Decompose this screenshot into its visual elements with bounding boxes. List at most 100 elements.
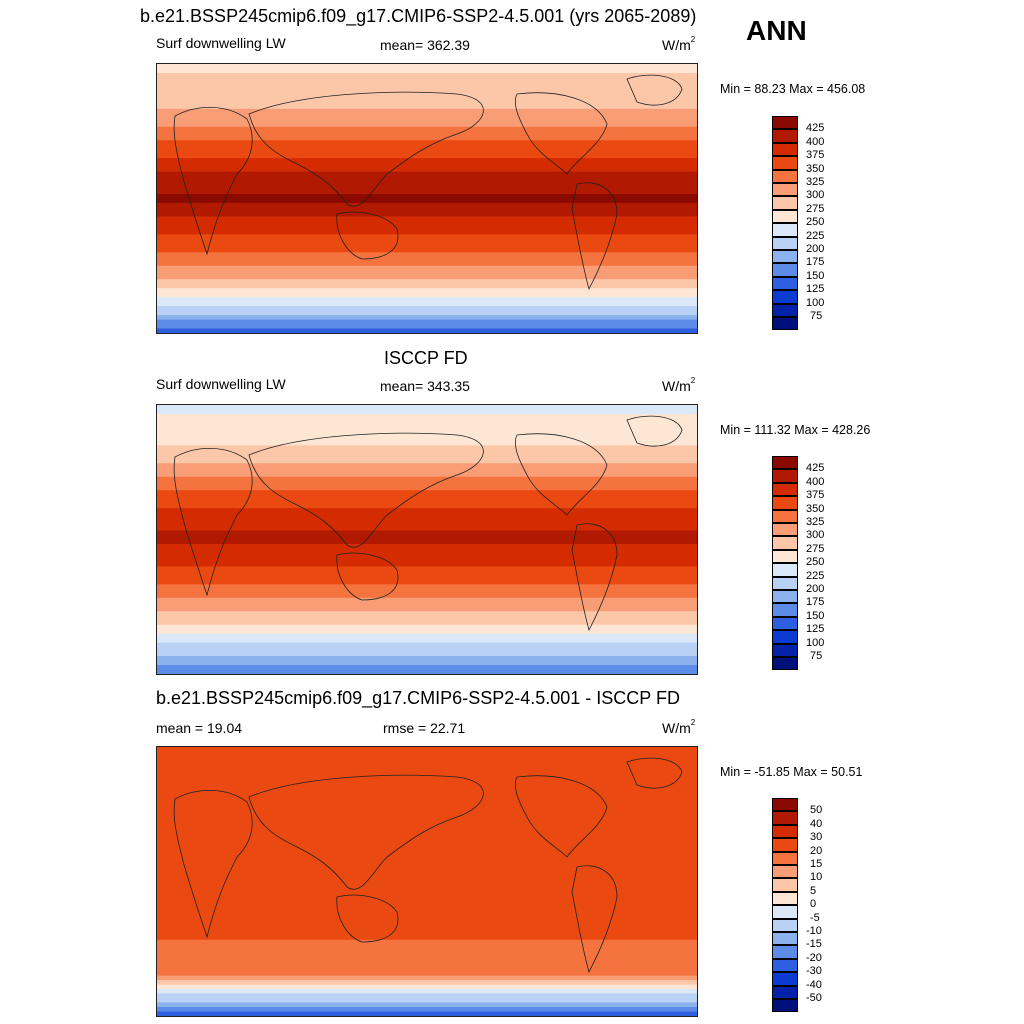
panel1-map <box>156 63 698 334</box>
latitude-band <box>157 229 697 235</box>
latitude-band <box>157 805 697 811</box>
latitude-band <box>157 602 697 608</box>
latitude-band <box>157 814 697 820</box>
latitude-band <box>157 948 697 954</box>
colorbar-box <box>772 630 798 644</box>
coastline <box>571 523 618 632</box>
latitude-band <box>157 557 697 563</box>
colorbar-box <box>772 945 798 959</box>
latitude-band <box>157 225 697 231</box>
colorbar-box <box>772 169 798 183</box>
panel3-mean-label: mean = 19.04 <box>156 720 243 736</box>
latitude-band <box>157 77 697 83</box>
latitude-band <box>157 903 697 909</box>
latitude-band <box>157 1007 697 1013</box>
latitude-band <box>157 908 697 914</box>
panel3-units: W/m2 <box>662 718 696 736</box>
latitude-band <box>157 877 697 883</box>
colorbar-tick-label: 400 <box>806 135 825 148</box>
colorbar-box <box>772 129 798 143</box>
latitude-band <box>157 81 697 88</box>
latitude-band <box>157 162 697 168</box>
latitude-band <box>157 606 697 612</box>
colorbar-box <box>772 999 798 1013</box>
latitude-band <box>157 751 697 757</box>
latitude-band <box>157 624 697 630</box>
colorbar-tick-label: 100 <box>806 636 825 649</box>
latitude-band <box>157 872 697 878</box>
latitude-band <box>157 845 697 851</box>
latitude-band <box>157 530 697 536</box>
latitude-band <box>157 859 697 865</box>
colorbar-tick-label: 0 <box>810 898 817 911</box>
latitude-band <box>157 243 697 249</box>
colorbar-tick-label: -30 <box>806 965 822 978</box>
latitude-band <box>157 966 697 972</box>
latitude-band <box>157 535 697 541</box>
latitude-band <box>157 980 697 986</box>
panel1-colorbar <box>772 116 798 331</box>
latitude-band <box>157 1011 697 1016</box>
colorbar-tick-label: -10 <box>806 925 822 937</box>
colorbar-tick-label: 10 <box>810 871 823 884</box>
latitude-band <box>157 975 697 981</box>
latitude-band <box>157 890 697 896</box>
colorbar-box <box>772 290 798 304</box>
latitude-band <box>157 935 697 941</box>
latitude-band <box>157 836 697 842</box>
colorbar-tick-label: -50 <box>806 992 822 1004</box>
latitude-band <box>157 472 697 478</box>
latitude-band <box>157 984 697 990</box>
latitude-band <box>157 841 697 847</box>
latitude-band <box>157 755 697 762</box>
latitude-band <box>157 413 697 420</box>
latitude-band <box>157 791 697 797</box>
colorbar-box <box>772 482 798 497</box>
colorbar-tick-label: 350 <box>806 502 825 515</box>
latitude-band <box>157 207 697 213</box>
latitude-band <box>157 998 697 1004</box>
coastline <box>626 757 683 789</box>
latitude-band <box>157 431 697 437</box>
main-title: b.e21.BSSP245cmip6.f09_g17.CMIP6-SSP2-4.… <box>140 6 697 26</box>
latitude-band <box>157 198 697 204</box>
colorbar-box <box>772 317 798 331</box>
latitude-band <box>157 454 697 460</box>
latitude-band <box>157 211 697 218</box>
latitude-band <box>157 818 697 824</box>
latitude-band <box>157 787 697 793</box>
colorbar-tick-label: 30 <box>810 831 823 844</box>
colorbar-tick-label: 375 <box>806 489 825 502</box>
latitude-band <box>157 660 697 666</box>
colorbar-tick-label: 425 <box>806 122 825 135</box>
latitude-band <box>157 651 697 657</box>
latitude-band <box>157 850 697 856</box>
latitude-band <box>157 584 697 590</box>
colorbar-box <box>772 142 798 157</box>
latitude-band <box>157 809 697 815</box>
colorbar-box <box>772 590 798 604</box>
panel2-min-max: Min = 111.32 Max = 428.26 <box>720 423 871 437</box>
latitude-band <box>157 823 697 829</box>
latitude-band <box>157 593 697 599</box>
panel1-min-max: Min = 88.23 Max = 456.08 <box>720 82 866 96</box>
latitude-band <box>157 503 697 509</box>
latitude-band <box>157 176 697 182</box>
latitude-band <box>157 256 697 262</box>
colorbar-tick-label: 75 <box>810 650 823 662</box>
latitude-band <box>157 270 697 276</box>
colorbar-box <box>772 116 798 130</box>
panel3-min-max: Min = -51.85 Max = 50.51 <box>720 765 863 779</box>
latitude-band <box>157 930 697 936</box>
latitude-band <box>157 131 697 137</box>
coastline <box>571 865 618 974</box>
coastline <box>248 774 484 890</box>
latitude-band <box>157 494 697 500</box>
colorbar-box <box>772 865 798 879</box>
panel3-colorbar <box>772 798 798 1013</box>
colorbar-box <box>772 156 798 170</box>
colorbar-tick-label: 200 <box>806 243 825 255</box>
coastline <box>514 92 608 175</box>
colorbar-tick-label: 150 <box>806 609 825 622</box>
latitude-band <box>157 122 697 128</box>
